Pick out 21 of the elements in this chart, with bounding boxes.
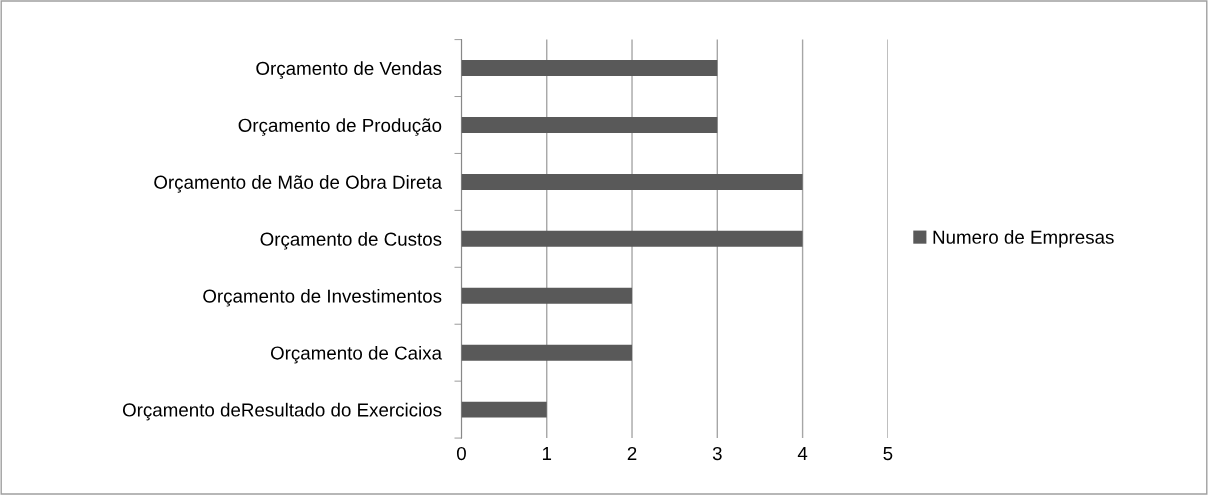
- bar: [461, 230, 803, 247]
- bar: [461, 173, 803, 190]
- x-tick-label: 2: [627, 446, 637, 460]
- bar: [461, 287, 633, 304]
- bar: [461, 60, 718, 77]
- x-tick-label: 4: [797, 447, 808, 460]
- y-tick-label: Orçamento de Investimentos: [203, 288, 442, 307]
- x-tick-label: 5: [883, 447, 893, 461]
- bar: [461, 117, 718, 133]
- y-tick-label: Orçamento de Caixa: [270, 345, 443, 364]
- bar: [461, 344, 633, 361]
- x-tick-label: 0: [456, 446, 466, 461]
- y-tick-label: Orçamento de Produção: [238, 118, 442, 136]
- legend-label: Numero de Empresas: [933, 230, 1114, 248]
- y-tick-label: Orçamento de Mão de Obra Direta: [154, 175, 443, 193]
- y-tick-label: Orçamento de Custos: [260, 232, 442, 250]
- x-tick-label: 1: [542, 447, 552, 460]
- bar: [461, 401, 547, 418]
- y-tick-label: Orçamento deResultado do Exercicios: [122, 402, 442, 421]
- x-tick-label: 3: [712, 446, 722, 461]
- y-tick-label: Orçamento de Vendas: [256, 61, 442, 79]
